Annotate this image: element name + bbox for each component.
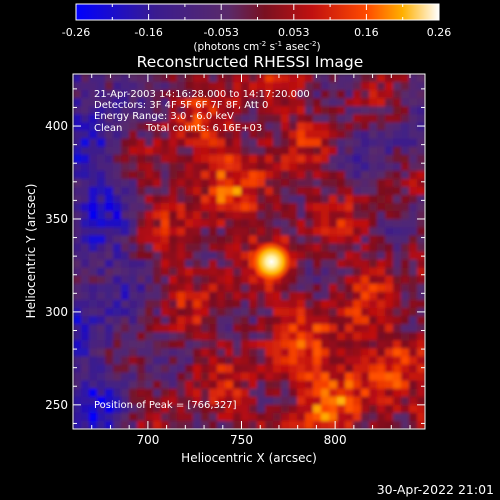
- colorbar-tick-label-2: -0.053: [203, 26, 238, 39]
- annotation-time-range: 21-Apr-2003 14:16:28.000 to 14:17:20.000: [94, 89, 310, 100]
- annotation-method: Clean: [94, 123, 122, 134]
- annotation-energy-range: Energy Range: 3.0 - 6.0 keV: [94, 111, 234, 122]
- colorbar-tick-label-1: -0.16: [134, 26, 162, 39]
- y-tick-label-250: 250: [45, 398, 68, 412]
- x-tick-label-800: 800: [324, 433, 347, 447]
- colorbar-tick-label-5: 0.26: [427, 26, 452, 39]
- annotation-peak-position: Position of Peak = [766,327]: [94, 400, 237, 411]
- annotation-detectors: Detectors: 3F 4F 5F 6F 7F 8F, Att 0: [94, 100, 268, 111]
- x-axis-label: Heliocentric X (arcsec): [181, 451, 317, 465]
- y-axis-label: Heliocentric Y (arcsec): [24, 184, 38, 319]
- y-tick-label-300: 300: [45, 305, 68, 319]
- colorbar-tick-label-4: 0.16: [354, 26, 379, 39]
- axis-ticks: [73, 74, 425, 429]
- x-tick-label-700: 700: [136, 433, 159, 447]
- x-tick-label-750: 750: [230, 433, 253, 447]
- annotation-total-counts: Total counts: 6.16E+03: [145, 123, 262, 134]
- peak-source: [249, 239, 294, 284]
- colorbar-units: (photons cm-2 s-1 asec-2): [193, 40, 320, 53]
- y-tick-label-400: 400: [45, 119, 68, 133]
- plot-frame: [72, 73, 426, 430]
- colorbar-tick-label-0: -0.26: [62, 26, 90, 39]
- y-tick-label-350: 350: [45, 212, 68, 226]
- colorbar-tick-label-3: 0.053: [278, 26, 310, 39]
- colorbar-ticks: [75, 4, 440, 20]
- heatmap-image: [73, 74, 425, 429]
- render-timestamp: 30-Apr-2022 21:01: [377, 482, 494, 497]
- chart-title: Reconstructed RHESSI Image: [137, 53, 364, 71]
